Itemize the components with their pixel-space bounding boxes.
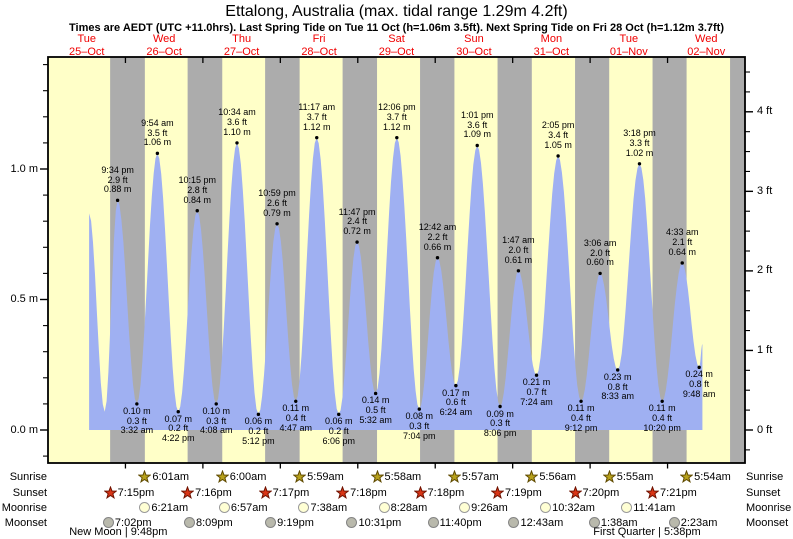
page-title: Ettalong, Australia (max. tidal range 1.… — [225, 3, 568, 20]
tide-extreme-dot — [395, 135, 399, 140]
tide-extreme-dot — [214, 402, 218, 406]
tide-extreme-dot — [680, 261, 684, 265]
tide-extreme-dot — [697, 365, 701, 370]
tide-extreme-dot — [373, 391, 378, 396]
night-band — [730, 57, 745, 463]
tide-extreme-dot — [337, 412, 341, 417]
tide-extreme-dot — [115, 198, 120, 203]
tide-extreme-dot — [256, 412, 261, 417]
tide-extreme-dot — [534, 373, 539, 377]
tide-extreme-dot — [498, 404, 502, 409]
tide-extreme-dot — [135, 402, 139, 406]
tide-extreme-dot — [355, 240, 359, 244]
tide-extreme-dot — [176, 410, 180, 414]
chart-subtitle: Times are AEDT (UTC +11.0hrs). Last Spri… — [69, 22, 724, 34]
tide-extreme-dot — [579, 399, 583, 403]
tide-extreme-dot — [417, 407, 422, 411]
tide-extreme-dot — [155, 151, 160, 156]
tide-extreme-dot — [660, 399, 664, 403]
tide-extreme-dot — [435, 256, 440, 260]
tide-extreme-dot — [195, 209, 199, 213]
tide-extreme-dot — [516, 269, 521, 273]
tide-curve-area — [89, 137, 703, 430]
tide-extreme-dot — [616, 368, 620, 372]
tide-extreme-dot — [454, 383, 458, 388]
tide-extreme-dot — [275, 222, 279, 226]
tide-extreme-dot — [294, 399, 298, 403]
tide-extreme-dot — [637, 162, 642, 166]
tide-extreme-dot — [598, 271, 602, 276]
tide-extreme-dot — [235, 141, 239, 145]
plot-border — [47, 56, 746, 464]
tide-extreme-dot — [475, 143, 479, 148]
tide-extreme-dot — [556, 154, 560, 158]
tide-extreme-dot — [315, 135, 319, 140]
